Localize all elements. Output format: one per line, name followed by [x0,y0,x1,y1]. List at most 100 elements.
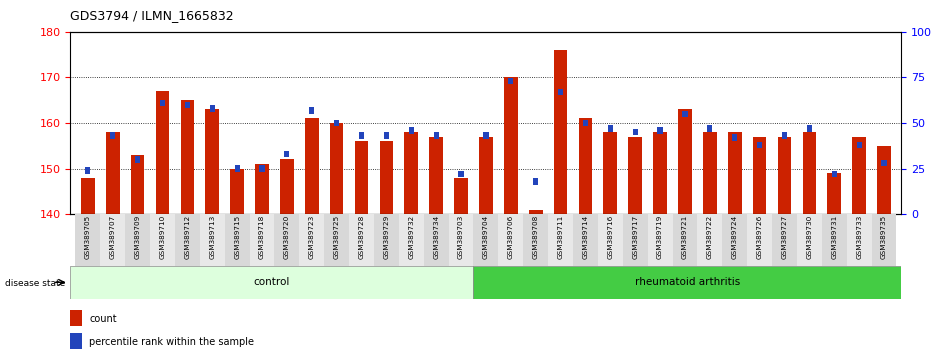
Bar [847,214,871,266]
Bar [747,214,772,266]
Text: GSM389723: GSM389723 [309,215,315,259]
Bar [757,142,762,148]
Text: GSM389709: GSM389709 [134,215,141,259]
Bar [230,169,244,214]
Text: GSM389710: GSM389710 [160,215,165,259]
Bar [672,214,698,266]
Text: GSM389713: GSM389713 [209,215,215,259]
Text: GSM389727: GSM389727 [781,215,788,259]
Bar [608,125,613,132]
Bar [324,214,349,266]
Bar [853,137,866,214]
Bar [355,141,368,214]
Bar [106,132,119,214]
Bar [657,127,663,133]
Bar [578,119,593,214]
Bar [871,214,897,266]
Bar [110,132,115,139]
Bar [807,125,812,132]
Bar [558,89,563,95]
Bar [554,50,567,214]
Text: GSM389705: GSM389705 [85,215,91,259]
Text: GSM389712: GSM389712 [184,215,191,259]
Text: GSM389729: GSM389729 [383,215,390,259]
Bar [70,310,83,326]
Bar [334,120,339,126]
Bar [683,110,687,117]
Bar [454,178,468,214]
Bar [75,214,100,266]
Bar [623,214,648,266]
Bar [408,127,414,133]
Bar [573,214,598,266]
Bar [150,214,175,266]
Bar [359,132,364,139]
Bar [732,134,737,141]
Bar [374,214,399,266]
Bar [797,214,822,266]
Text: GSM389728: GSM389728 [359,215,364,259]
Text: GSM389735: GSM389735 [881,215,887,259]
Bar [384,132,389,139]
Bar [423,214,449,266]
Text: GSM389732: GSM389732 [408,215,414,259]
Bar [654,132,667,214]
Bar [678,109,692,214]
Text: GSM389703: GSM389703 [458,215,464,259]
Text: GSM389734: GSM389734 [433,215,439,259]
Bar [703,132,716,214]
Bar [707,125,713,132]
Bar [131,155,145,214]
Text: GDS3794 / ILMN_1665832: GDS3794 / ILMN_1665832 [70,9,234,22]
Bar [633,129,638,136]
Bar [300,214,324,266]
Text: GSM389721: GSM389721 [682,215,688,259]
Bar [598,214,623,266]
Bar [156,91,169,214]
Text: GSM389726: GSM389726 [757,215,762,259]
Bar [548,214,573,266]
Bar [698,214,722,266]
Text: GSM389715: GSM389715 [234,215,240,259]
Bar [473,266,901,299]
Bar [185,102,190,108]
Bar [449,214,473,266]
Bar [85,167,90,174]
Text: GSM389714: GSM389714 [582,215,589,259]
Bar [827,173,841,214]
Bar [803,132,816,214]
Bar [285,151,289,157]
Bar [200,214,224,266]
Bar [508,78,514,84]
Bar [504,78,517,214]
Text: GSM389716: GSM389716 [608,215,613,259]
Bar [379,141,393,214]
Bar [70,266,473,299]
Bar [628,137,642,214]
Text: GSM389724: GSM389724 [731,215,738,259]
Bar [224,214,250,266]
Bar [728,132,742,214]
Bar [722,214,747,266]
Text: GSM389720: GSM389720 [284,215,290,259]
Bar [309,107,315,114]
Bar [100,214,125,266]
Bar [235,165,239,172]
Bar [458,171,464,177]
Bar [180,100,194,214]
Bar [405,132,418,214]
Bar [429,137,443,214]
Bar [772,214,797,266]
Text: GSM389704: GSM389704 [483,215,489,259]
Bar [274,214,300,266]
Text: rheumatoid arthritis: rheumatoid arthritis [635,277,740,287]
Bar [832,171,837,177]
Text: GSM389725: GSM389725 [333,215,340,259]
Bar [529,210,543,214]
Bar [135,156,140,163]
Bar [250,214,274,266]
Text: GSM389708: GSM389708 [532,215,539,259]
Bar [777,137,792,214]
Text: control: control [254,277,290,287]
Bar [604,132,617,214]
